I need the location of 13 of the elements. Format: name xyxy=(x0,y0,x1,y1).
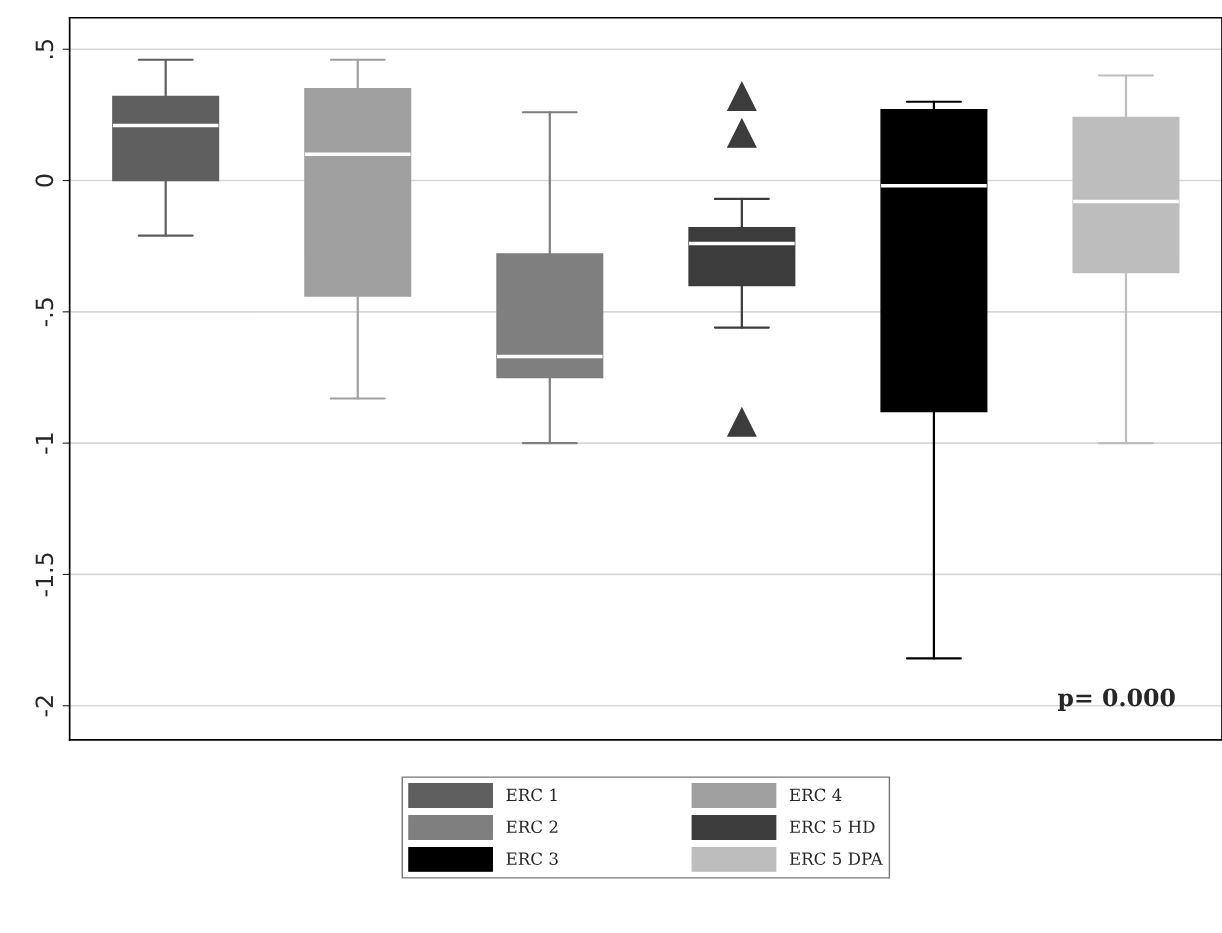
legend-label: ERC 4 xyxy=(789,788,842,802)
legend-label: ERC 5 DPA xyxy=(789,852,883,865)
y-tick-label: -1 xyxy=(35,433,53,454)
y-tick-label: 0 xyxy=(35,174,54,187)
legend-label: ERC 1 xyxy=(506,788,557,802)
legend-label: ERC 2 xyxy=(506,820,558,834)
legend-label: ERC 5 HD xyxy=(789,820,875,834)
y-tick-label: -1.5 xyxy=(35,553,54,597)
legend-label: ERC 3 xyxy=(506,852,558,865)
y-tick-label: .5 xyxy=(35,40,54,58)
y-tick-label: -2 xyxy=(35,696,53,717)
y-tick-label: -.5 xyxy=(35,298,54,327)
annotation: p= 0.000 xyxy=(1058,688,1175,711)
